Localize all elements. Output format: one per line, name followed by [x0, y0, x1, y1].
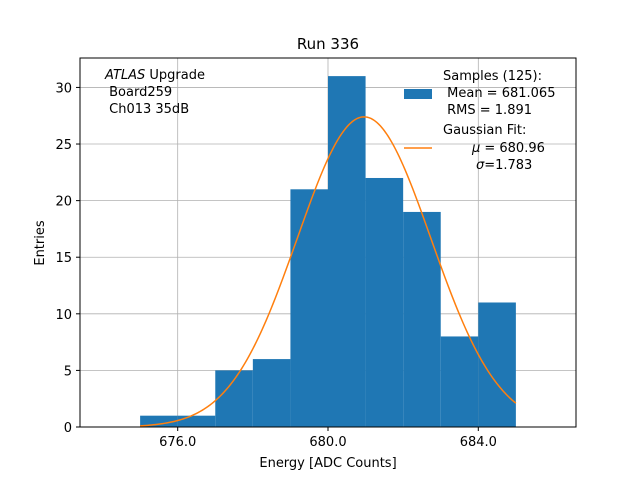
histogram-bar: [440, 336, 479, 427]
histogram-bar: [328, 76, 366, 428]
svg-text:μ = 680.96: μ = 680.96: [443, 141, 566, 156]
histogram-bar: [177, 415, 216, 427]
histogram-bar: [365, 177, 404, 427]
y-tick-label: 15: [55, 251, 72, 266]
y-tick-label: 10: [55, 308, 72, 323]
gaussian-fit-curve: [140, 116, 517, 427]
x-tick-label: 680.0: [309, 435, 346, 450]
histogram-bar: [140, 415, 178, 427]
upgrade-label: Upgrade: [145, 68, 205, 83]
y-axis-label: Entries: [33, 220, 48, 266]
x-tick-label: 684.0: [460, 435, 497, 450]
histogram-bar: [252, 359, 291, 427]
x-tick-label: 676.0: [159, 435, 196, 450]
legend-fit-sigma-symbol: σ: [476, 158, 485, 173]
legend-samples-rms: RMS = 1.891: [443, 103, 532, 118]
legend-samples-title: Samples (125):: [443, 69, 542, 84]
board-label: Board259: [105, 85, 172, 100]
chart-title: Run 336: [297, 35, 359, 53]
legend-fit-title: Gaussian Fit:: [443, 123, 526, 138]
y-tick-label: 5: [64, 364, 72, 379]
y-tick-label: 25: [55, 138, 72, 153]
histogram-bars: [140, 76, 516, 428]
legend-samples-swatch: [404, 89, 432, 99]
channel-label: Ch013 35dB: [105, 102, 189, 117]
histogram-bar: [290, 189, 328, 427]
y-tick-label: 30: [55, 81, 72, 96]
legend-samples-mean: Mean = 681.065: [443, 86, 555, 101]
atlas-label: ATLAS: [104, 68, 145, 83]
legend-fit-mu-symbol: μ: [471, 141, 480, 156]
y-tick-label: 0: [64, 421, 72, 436]
legend-fit-sigma-value: =1.783: [484, 158, 532, 173]
svg-text:σ=1.783: σ=1.783: [447, 158, 553, 173]
y-tick-label: 20: [55, 195, 72, 210]
legend-fit-mu-value: = 680.96: [480, 141, 545, 156]
x-axis-ticks: 676.0 680.0 684.0: [159, 427, 497, 450]
x-axis-label: Energy [ADC Counts]: [259, 456, 396, 471]
svg-text:ATLAS Upgrade: ATLAS Upgrade: [104, 68, 205, 83]
legend: Samples (125): Mean = 681.065 RMS = 1.89…: [404, 69, 566, 173]
histogram-bar: [403, 211, 441, 427]
y-axis-ticks: 0 5 10 15 20 25 30: [55, 81, 80, 436]
atlas-annotation: ATLAS Upgrade Board259 Ch013 35dB: [104, 68, 205, 117]
